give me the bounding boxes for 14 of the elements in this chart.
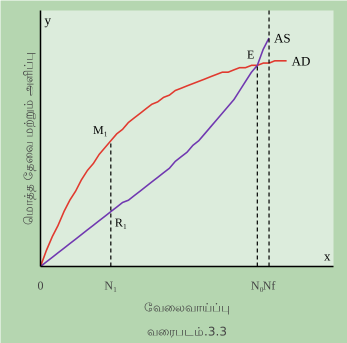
y-axis-title: மொத்த தேவை மற்றும் அளிப்பு [22, 52, 36, 226]
x-tick-label: 0 [38, 278, 44, 292]
x-tick-label: Nf [262, 278, 276, 292]
text: y [44, 12, 52, 28]
annotation: M₁ [92, 122, 108, 137]
annotation: R₁ [114, 216, 128, 230]
x-tick-label: N₀ [250, 278, 264, 292]
annotation: E [246, 47, 254, 62]
x-tick-label: N₁ [104, 278, 118, 292]
x-axis-title: வேலைவாய்ப்பு [144, 300, 230, 314]
annotation: x [324, 248, 331, 264]
series-label: AS [274, 30, 291, 46]
text: வரைபடம்.3.3 [147, 324, 227, 338]
series-label: AD [292, 53, 310, 68]
